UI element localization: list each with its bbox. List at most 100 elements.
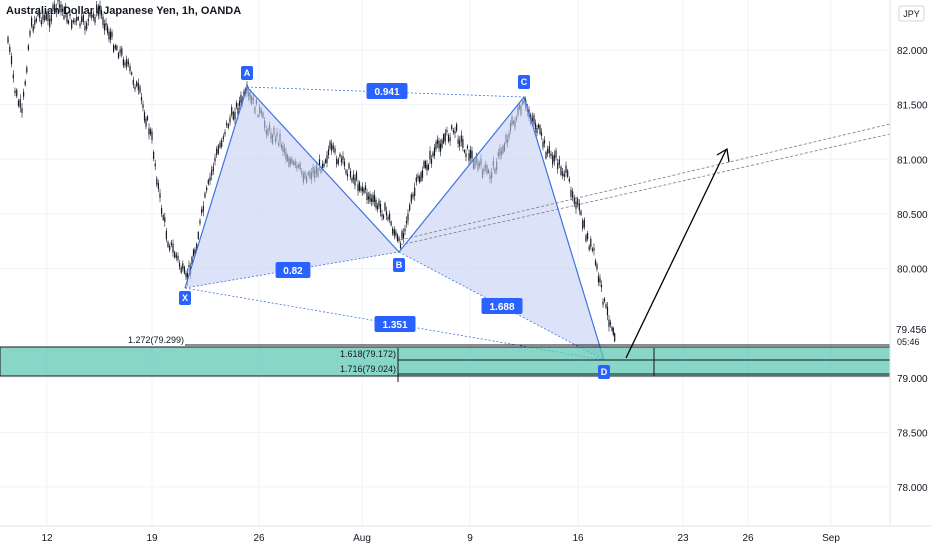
candle-body bbox=[343, 161, 346, 167]
time-axis[interactable]: 12 19 26 Aug 9 16 23 26 Sep bbox=[0, 525, 932, 544]
candle-body bbox=[555, 150, 557, 158]
candle-body bbox=[438, 140, 440, 149]
candle-body bbox=[404, 228, 406, 232]
price-tick-label: 80.500 bbox=[897, 210, 928, 221]
candle-body bbox=[143, 112, 146, 121]
candle-body bbox=[159, 193, 161, 198]
candle-body bbox=[373, 194, 376, 203]
candle-body bbox=[545, 151, 547, 159]
time-tick-label: 16 bbox=[572, 533, 584, 544]
candle-body bbox=[565, 165, 567, 173]
candle-body bbox=[460, 135, 462, 142]
candle-body bbox=[430, 159, 433, 164]
candle-body bbox=[451, 125, 453, 130]
candle-body bbox=[588, 246, 590, 250]
pattern-triangle-xab bbox=[185, 87, 399, 288]
chart-title: Australian Dollar / Japanese Yen, 1h, OA… bbox=[6, 5, 241, 17]
candle-body bbox=[354, 178, 356, 186]
candle-body bbox=[378, 200, 380, 207]
candle-body bbox=[557, 163, 559, 169]
candle-body bbox=[142, 104, 144, 108]
candle-body bbox=[457, 139, 459, 144]
candle-body bbox=[360, 188, 362, 191]
candle-body bbox=[99, 5, 101, 14]
price-tick-label: 80.000 bbox=[897, 265, 928, 276]
candle-body bbox=[417, 175, 419, 179]
candle-body bbox=[64, 6, 67, 14]
candle-body bbox=[146, 116, 149, 120]
candle-body bbox=[207, 179, 209, 185]
candle-body bbox=[49, 18, 51, 28]
point-label-a: A bbox=[244, 68, 251, 78]
candle-body bbox=[221, 139, 223, 147]
candle-body bbox=[326, 155, 328, 163]
projection-arrow[interactable] bbox=[625, 147, 730, 359]
candle-body bbox=[129, 66, 131, 72]
candle-body bbox=[348, 163, 350, 169]
candle-body bbox=[533, 115, 535, 124]
candle-body bbox=[66, 14, 68, 23]
target-zone-box[interactable] bbox=[0, 346, 891, 377]
candle-body bbox=[392, 228, 394, 234]
price-ticks: 82.000 81.500 81.000 80.500 80.000 79.000 78.5… bbox=[897, 46, 928, 494]
candle-body bbox=[340, 158, 343, 163]
candle-body bbox=[410, 194, 412, 203]
candle-body bbox=[562, 171, 564, 176]
target-zone[interactable]: 1.272(79.299) 1.618(79.172) 1.716(79.024… bbox=[0, 335, 891, 382]
candle-body bbox=[421, 170, 424, 178]
candle-body bbox=[27, 45, 29, 50]
candle-body bbox=[108, 31, 110, 40]
candle-body bbox=[177, 255, 179, 260]
price-tick-label: 79.000 bbox=[897, 374, 928, 385]
candle-body bbox=[89, 13, 91, 17]
candle-body bbox=[180, 267, 182, 273]
candle-body bbox=[114, 45, 116, 49]
trend-line-lower[interactable] bbox=[399, 133, 891, 246]
candle-body bbox=[597, 276, 600, 283]
candle-body bbox=[74, 20, 76, 23]
ratio-label: 0.82 bbox=[283, 266, 303, 277]
candle-body bbox=[332, 145, 334, 150]
candle-body bbox=[370, 198, 373, 202]
trend-line-upper[interactable] bbox=[399, 123, 891, 241]
candle-body bbox=[167, 241, 169, 247]
trend-lines[interactable] bbox=[399, 123, 891, 246]
price-tick-label: 78.000 bbox=[897, 483, 928, 494]
candle-body bbox=[116, 45, 118, 50]
candle-body bbox=[52, 4, 54, 9]
harmonic-pattern[interactable] bbox=[184, 85, 605, 361]
candle-body bbox=[232, 112, 234, 120]
candle-body bbox=[585, 235, 587, 242]
candle-body bbox=[39, 11, 41, 19]
candle-body bbox=[363, 188, 365, 193]
candle-body bbox=[542, 141, 544, 148]
candle-body bbox=[137, 83, 139, 91]
candle-body bbox=[126, 58, 128, 68]
point-badge-b bbox=[393, 258, 405, 272]
candle-body bbox=[385, 211, 388, 216]
point-label-x: X bbox=[182, 293, 188, 303]
candle-body bbox=[188, 265, 190, 267]
last-price-label: 79.456 bbox=[896, 325, 927, 336]
candle-body bbox=[87, 18, 89, 22]
candle-body bbox=[369, 193, 371, 202]
candle-body bbox=[192, 249, 195, 256]
candle-body bbox=[609, 322, 612, 325]
candle-body bbox=[229, 117, 231, 123]
point-label-c: C bbox=[521, 77, 528, 87]
candle-body bbox=[364, 185, 367, 190]
candle-body bbox=[553, 154, 555, 162]
candle-body bbox=[222, 136, 224, 140]
candle-body bbox=[219, 142, 221, 148]
candle-body bbox=[599, 278, 601, 283]
candle-body bbox=[435, 142, 437, 150]
currency-button[interactable] bbox=[898, 5, 925, 22]
candle-body bbox=[132, 79, 134, 85]
candle-body bbox=[24, 81, 26, 86]
price-axis[interactable]: 82.000 81.500 81.000 80.500 80.000 79.000 78.5… bbox=[889, 0, 928, 526]
candle-body bbox=[459, 140, 461, 147]
candle-body bbox=[149, 129, 152, 134]
candle-body bbox=[157, 183, 159, 189]
candle-body bbox=[596, 264, 598, 270]
